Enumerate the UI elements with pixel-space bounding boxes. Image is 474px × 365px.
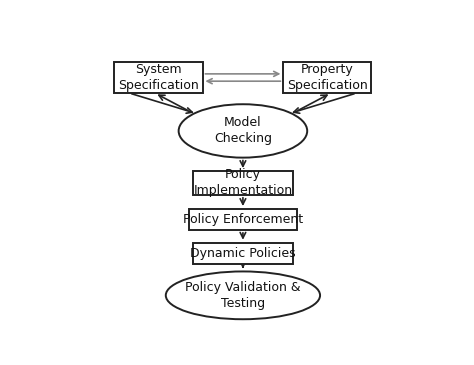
FancyBboxPatch shape <box>283 62 372 93</box>
FancyBboxPatch shape <box>193 171 292 195</box>
Text: Dynamic Policies: Dynamic Policies <box>190 247 296 260</box>
FancyBboxPatch shape <box>189 209 297 230</box>
Ellipse shape <box>166 272 320 319</box>
Text: Property
Specification: Property Specification <box>287 63 368 92</box>
Text: Model
Checking: Model Checking <box>214 116 272 145</box>
Text: Policy Validation &
Testing: Policy Validation & Testing <box>185 281 301 310</box>
Ellipse shape <box>179 104 307 158</box>
Text: Policy
Implementation: Policy Implementation <box>193 168 292 197</box>
FancyBboxPatch shape <box>193 243 292 264</box>
Text: System
Specification: System Specification <box>118 63 199 92</box>
FancyBboxPatch shape <box>114 62 202 93</box>
Text: Policy Enforcement: Policy Enforcement <box>183 213 303 226</box>
